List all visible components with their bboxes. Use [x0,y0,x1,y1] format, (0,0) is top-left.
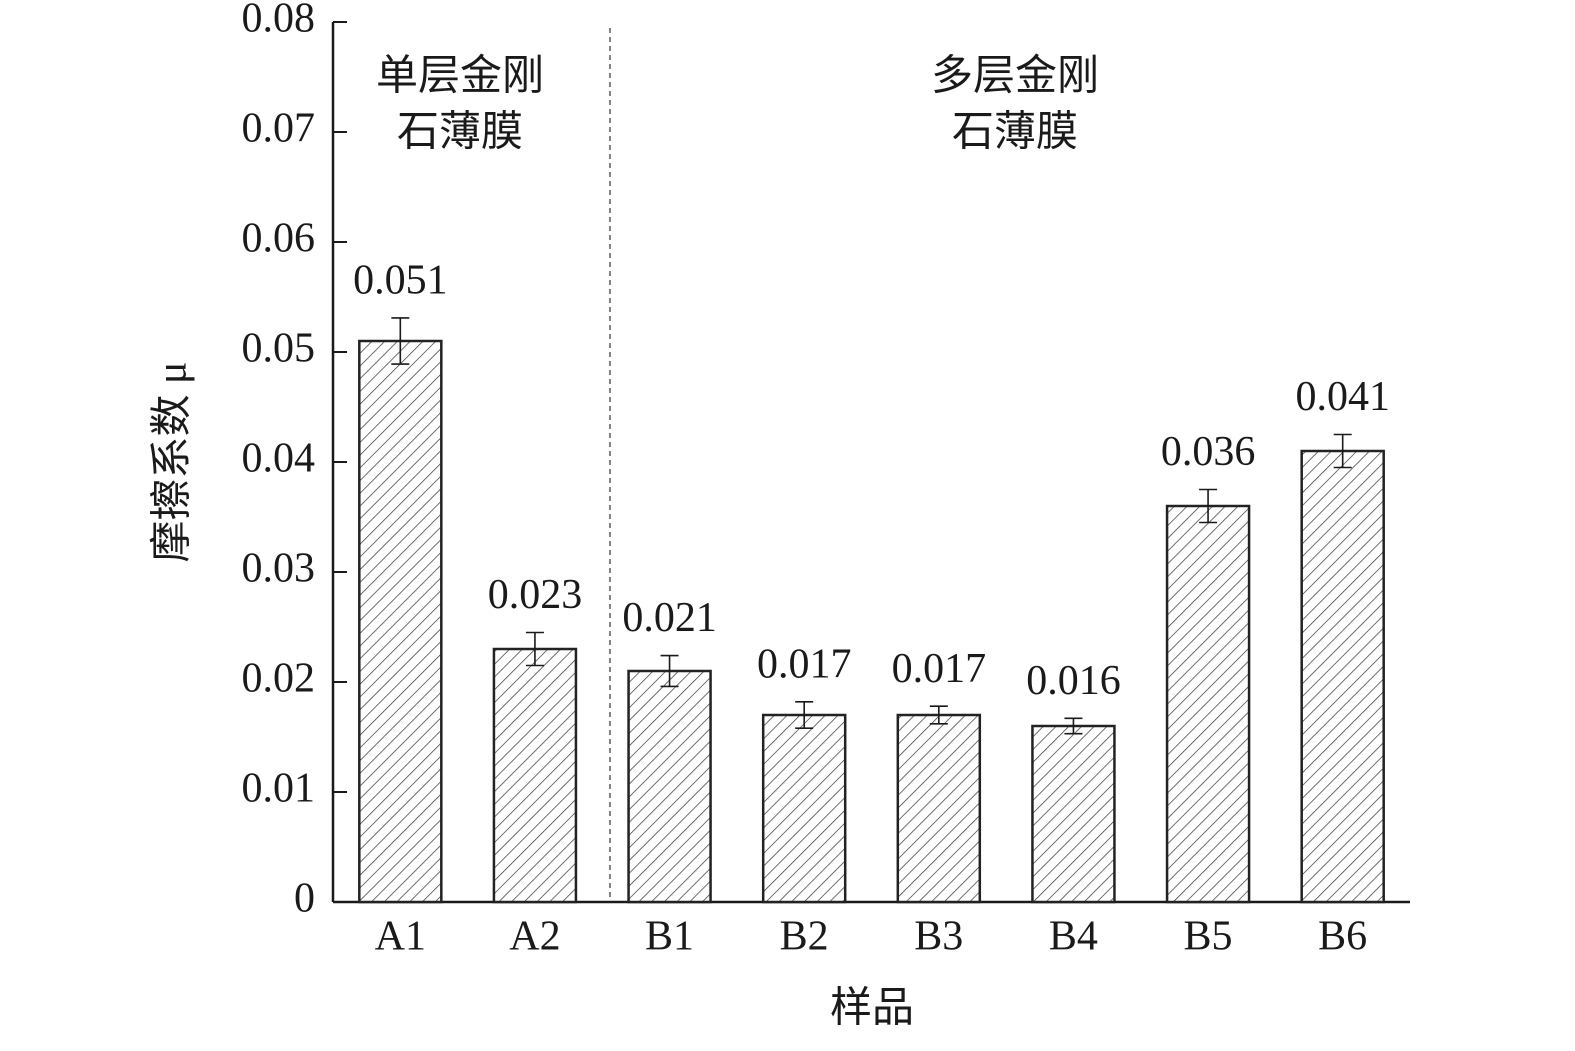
data-label: 0.023 [488,572,583,618]
data-label: 0.017 [892,646,987,692]
x-tick-label: B3 [914,914,963,960]
x-axis-label: 样品 [830,986,914,1032]
data-label: 0.036 [1161,429,1256,475]
bar [492,647,578,904]
bar [627,669,712,904]
x-tick-label: B6 [1318,914,1367,960]
y-tick-label: 0.06 [242,216,316,262]
bar [1031,724,1116,904]
data-label: 0.016 [1026,658,1121,704]
error-bar [1333,433,1352,469]
data-label: 0.051 [353,258,448,304]
bar [1300,449,1385,904]
error-bar [391,317,410,365]
y-tick-label: 0.07 [242,106,316,152]
error-bar [660,654,679,688]
error-bar [1064,717,1083,735]
x-tick-label: B4 [1049,914,1098,960]
x-tick-label: A1 [375,914,426,960]
data-label: 0.021 [622,595,717,641]
bar [1165,504,1251,904]
bar [761,713,847,904]
x-tick-label: B2 [780,914,829,960]
x-tick-label: B1 [645,914,694,960]
data-label: 0.041 [1295,374,1390,420]
x-tick-label: A2 [509,914,560,960]
y-tick-label: 0.04 [242,436,316,482]
error-bar [525,631,544,667]
y-tick-label: 0.03 [242,546,316,592]
annotation: 石薄膜 [397,110,523,156]
y-tick-label: 0.01 [242,766,316,812]
annotation: 多层金刚 [931,53,1099,100]
bar [896,713,982,904]
error-bar [1199,488,1218,524]
data-label: 0.017 [757,641,852,687]
y-tick-label: 0.05 [242,326,316,372]
annotation: 单层金刚 [376,53,544,100]
y-tick-label: 0.02 [242,656,316,702]
y-tick-label: 0.08 [242,0,316,42]
bar [358,339,443,904]
x-tick-label: B5 [1184,914,1233,960]
annotation: 石薄膜 [952,110,1078,156]
y-axis-label: 摩擦系数 μ [149,361,196,562]
error-bar [795,701,814,729]
y-tick-label: 0 [294,876,315,922]
error-bar [929,705,948,725]
